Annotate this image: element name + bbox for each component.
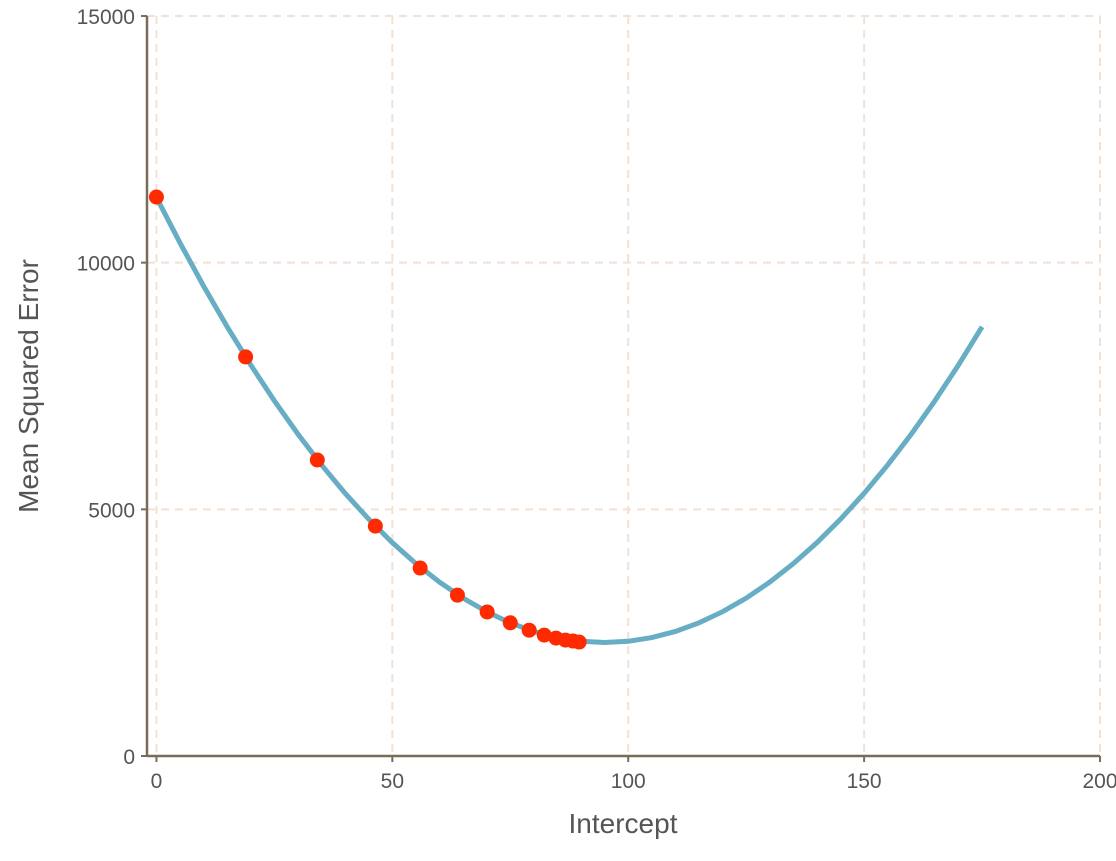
y-tick-label: 10000 xyxy=(77,253,135,276)
x-tick-label: 0 xyxy=(151,770,163,793)
point xyxy=(367,518,383,534)
y-tick-label: 0 xyxy=(123,746,135,769)
point xyxy=(309,452,325,468)
x-tick-label: 100 xyxy=(611,770,646,793)
point xyxy=(238,349,254,365)
y-axis-title: Mean Squared Error xyxy=(13,259,44,513)
x-tick-label: 200 xyxy=(1082,770,1116,793)
x-tick-label: 50 xyxy=(381,770,404,793)
point xyxy=(449,587,465,603)
y-tick-label: 5000 xyxy=(88,499,135,522)
point xyxy=(502,615,518,631)
point xyxy=(148,189,164,205)
point xyxy=(521,622,537,638)
y-tick-label: 15000 xyxy=(77,6,135,29)
x-axis-title: Intercept xyxy=(569,808,678,839)
point xyxy=(412,560,428,576)
point xyxy=(571,634,587,650)
loss-curve xyxy=(154,196,985,646)
point xyxy=(479,604,495,620)
point xyxy=(536,627,552,643)
x-tick-label: 150 xyxy=(847,770,882,793)
